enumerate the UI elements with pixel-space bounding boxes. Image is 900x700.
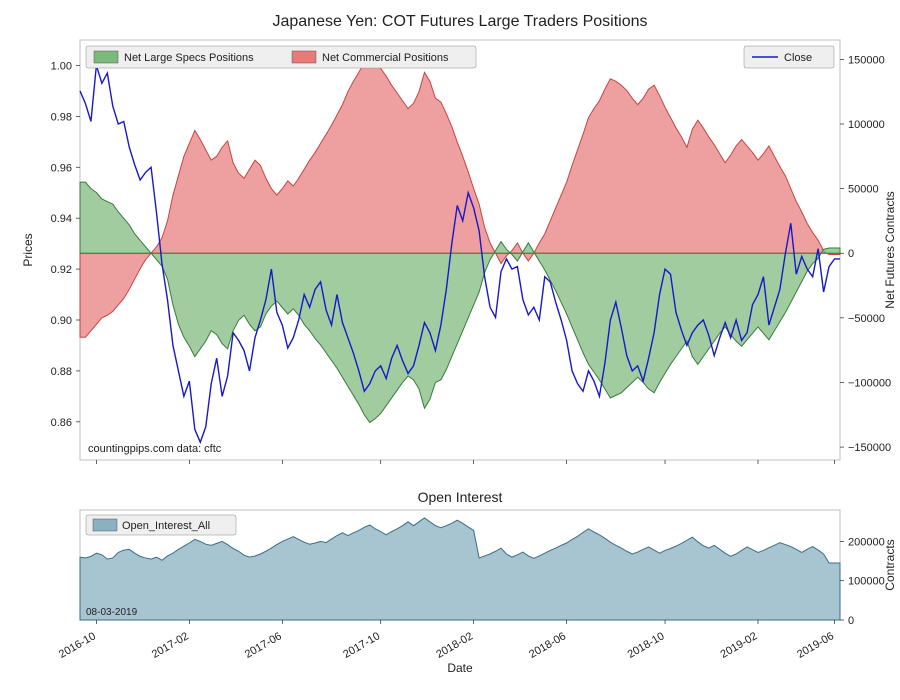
svg-text:0.94: 0.94 (51, 213, 72, 225)
x-tick-label: 2017-10 (341, 630, 382, 661)
x-tick-label: 2017-02 (150, 630, 191, 661)
right-ylabel: Net Futures Contracts (883, 191, 897, 308)
date-annotation: 08-03-2019 (86, 607, 138, 618)
contracts-ylabel: Contracts (883, 539, 897, 590)
svg-text:Net Commercial Positions: Net Commercial Positions (322, 52, 449, 64)
svg-text:100000: 100000 (848, 576, 885, 588)
svg-text:1.00: 1.00 (51, 60, 72, 72)
svg-text:50000: 50000 (848, 184, 879, 196)
left-ylabel: Prices (21, 233, 35, 266)
x-tick-label: 2018-10 (626, 630, 667, 661)
svg-text:−150000: −150000 (848, 442, 891, 454)
chart-container: { "layout": { "width": 900, "height": 70… (0, 0, 900, 700)
svg-text:0.90: 0.90 (51, 315, 72, 327)
top-chart-title: Japanese Yen: COT Futures Large Traders … (272, 13, 647, 30)
bottom-chart-title: Open Interest (418, 489, 503, 505)
svg-text:0.86: 0.86 (51, 417, 72, 429)
x-tick-label: 2017-06 (243, 630, 284, 661)
x-tick-label: 2018-02 (434, 630, 475, 661)
x-tick-label: 2019-02 (719, 630, 760, 661)
svg-text:0: 0 (848, 615, 854, 627)
chart-svg: 0.86 0.88 0.90 0.92 0.94 0.96 0.98 1.00 −150000 −… (0, 0, 900, 700)
x-tick-label: 2016-10 (57, 630, 98, 661)
svg-text:0: 0 (848, 248, 854, 260)
svg-text:0.92: 0.92 (51, 264, 72, 276)
svg-text:150000: 150000 (848, 54, 885, 66)
source-annotation: countingpips.com data: cftc (88, 443, 222, 455)
x-axis-label: Date (447, 661, 473, 675)
svg-text:0.88: 0.88 (51, 366, 72, 378)
svg-text:Close: Close (784, 52, 812, 64)
x-tick-label: 2019-06 (795, 630, 836, 661)
svg-text:100000: 100000 (848, 119, 885, 131)
x-tick-label: 2018-06 (527, 630, 568, 661)
svg-text:0.96: 0.96 (51, 162, 72, 174)
svg-text:0.98: 0.98 (51, 111, 72, 123)
svg-text:−100000: −100000 (848, 377, 891, 389)
svg-text:200000: 200000 (848, 536, 885, 548)
svg-text:Open_Interest_All: Open_Interest_All (122, 520, 210, 532)
svg-text:Net Large Specs Positions: Net Large Specs Positions (124, 52, 254, 64)
svg-text:−50000: −50000 (848, 313, 885, 325)
